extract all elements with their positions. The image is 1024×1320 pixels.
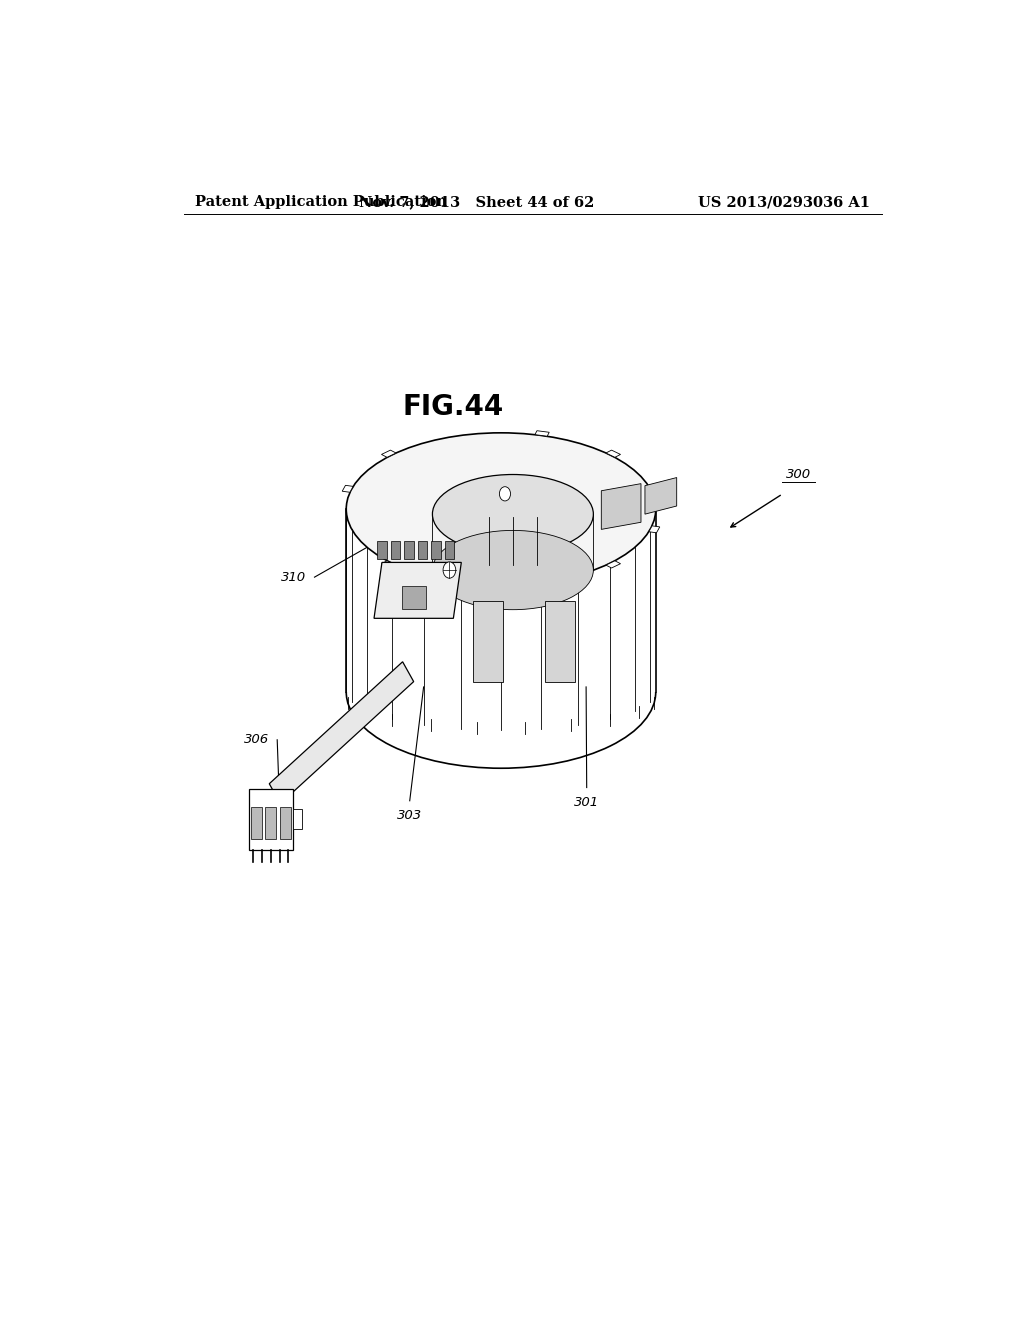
Polygon shape xyxy=(473,601,504,682)
Polygon shape xyxy=(606,561,621,568)
Bar xyxy=(249,788,293,850)
Bar xyxy=(431,541,440,560)
Polygon shape xyxy=(601,483,641,529)
Polygon shape xyxy=(649,525,659,533)
Bar xyxy=(404,541,414,560)
Bar xyxy=(418,541,427,560)
Polygon shape xyxy=(606,450,621,457)
Text: 306: 306 xyxy=(244,734,269,746)
Polygon shape xyxy=(645,478,677,515)
Text: Nov. 7, 2013   Sheet 44 of 62: Nov. 7, 2013 Sheet 44 of 62 xyxy=(359,195,595,209)
Circle shape xyxy=(500,487,511,500)
Bar xyxy=(265,807,276,840)
Bar xyxy=(293,809,302,829)
Bar xyxy=(401,586,426,609)
Polygon shape xyxy=(382,561,396,568)
Bar xyxy=(280,807,291,840)
Bar xyxy=(377,541,387,560)
Text: US 2013/0293036 A1: US 2013/0293036 A1 xyxy=(698,195,870,209)
Text: 300: 300 xyxy=(786,469,811,482)
Bar xyxy=(391,541,400,560)
Ellipse shape xyxy=(346,433,655,585)
Ellipse shape xyxy=(432,531,593,610)
Text: 301: 301 xyxy=(574,796,599,809)
Bar xyxy=(251,807,262,840)
Text: Patent Application Publication: Patent Application Publication xyxy=(196,195,447,209)
Polygon shape xyxy=(382,450,396,457)
Polygon shape xyxy=(545,601,574,682)
Text: 303: 303 xyxy=(397,809,422,822)
Polygon shape xyxy=(342,486,353,492)
Polygon shape xyxy=(535,430,549,436)
Polygon shape xyxy=(269,661,414,804)
Circle shape xyxy=(443,562,456,578)
Text: 310: 310 xyxy=(282,570,306,583)
Ellipse shape xyxy=(432,474,593,554)
Text: FIG.44: FIG.44 xyxy=(402,393,504,421)
Bar xyxy=(444,541,455,560)
Polygon shape xyxy=(453,582,467,587)
Polygon shape xyxy=(374,562,461,618)
